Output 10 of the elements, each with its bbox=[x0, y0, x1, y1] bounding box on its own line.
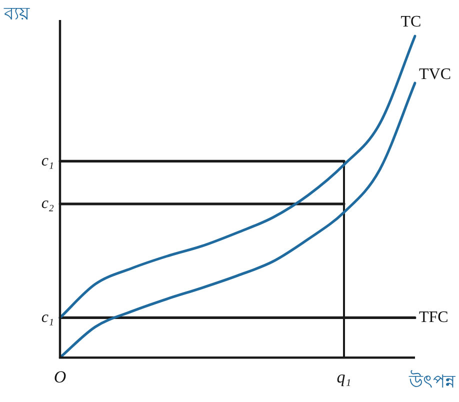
series-label: TVC bbox=[419, 66, 451, 84]
y-axis-title: ব্যয় bbox=[3, 4, 30, 24]
x-axis-title: উৎপন্ন bbox=[408, 370, 456, 392]
x-tick-label: O bbox=[54, 367, 66, 386]
series-label: c₁ bbox=[41, 152, 54, 170]
x-tick-label: q₁ bbox=[336, 367, 352, 386]
text: c₁ bbox=[41, 308, 54, 326]
series-label: c₂ bbox=[41, 195, 54, 212]
series-label: TFC bbox=[419, 308, 448, 326]
series-label: TC bbox=[400, 13, 422, 30]
